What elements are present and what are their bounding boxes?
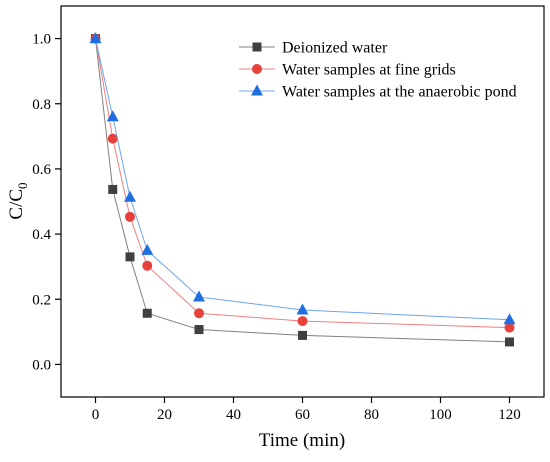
y-axis-title-main: C/C bbox=[6, 189, 27, 220]
y-tick-label: 1.0 bbox=[32, 32, 51, 48]
legend-item: Water samples at fine grids bbox=[239, 62, 456, 79]
series-1 bbox=[91, 34, 514, 347]
data-point bbox=[296, 303, 309, 315]
x-tick-label: 80 bbox=[364, 407, 379, 423]
legend-marker bbox=[252, 42, 262, 52]
y-tick-label: 0.2 bbox=[32, 292, 51, 308]
data-point bbox=[124, 190, 136, 202]
x-axis-title: Time (min) bbox=[259, 430, 345, 451]
data-point bbox=[107, 133, 118, 144]
data-point bbox=[142, 260, 153, 271]
y-tick-label: 0.4 bbox=[32, 227, 51, 243]
legend-marker bbox=[252, 64, 262, 74]
data-point bbox=[89, 32, 102, 44]
legend-item: Water samples at the anaerobic pond bbox=[239, 84, 517, 101]
y-tick-label: 0.8 bbox=[32, 97, 51, 113]
data-point bbox=[106, 110, 119, 122]
data-point bbox=[504, 322, 515, 333]
legend-item: Deionized water bbox=[239, 40, 388, 57]
legend-label: Water samples at the anaerobic pond bbox=[282, 84, 517, 101]
data-point bbox=[125, 211, 135, 222]
series-3 bbox=[89, 32, 516, 325]
data-point bbox=[142, 308, 152, 318]
series-2 bbox=[90, 33, 515, 333]
x-tick-label: 40 bbox=[226, 407, 241, 423]
data-point bbox=[108, 184, 118, 194]
series-layer bbox=[89, 32, 516, 347]
x-tick-label: 60 bbox=[295, 407, 310, 423]
y-tick-label: 0.6 bbox=[32, 162, 51, 178]
data-point bbox=[125, 252, 135, 262]
x-tick-label: 20 bbox=[157, 407, 172, 423]
data-point bbox=[503, 313, 516, 325]
y-axis-title-subscript: 0 bbox=[15, 182, 30, 189]
axis-ticks: 0 20 40 60 80 100 120 0.0 0.2 0.4 0.6 0.8 1.0 bbox=[32, 32, 521, 423]
series-line bbox=[95, 38, 510, 321]
data-point bbox=[505, 337, 514, 347]
data-point bbox=[194, 308, 204, 319]
data-point bbox=[141, 243, 154, 255]
data-point bbox=[297, 316, 308, 327]
y-axis-title: C/C0 bbox=[6, 182, 30, 219]
data-point bbox=[194, 325, 204, 335]
x-tick-label: 0 bbox=[92, 407, 100, 423]
y-tick-label: 0.0 bbox=[32, 357, 51, 373]
series-line bbox=[95, 38, 510, 329]
legend-label: Water samples at fine grids bbox=[282, 62, 456, 79]
legend-marker bbox=[251, 84, 263, 96]
data-point bbox=[298, 330, 307, 340]
data-point bbox=[193, 290, 205, 302]
x-tick-label: 100 bbox=[429, 407, 452, 423]
legend: Deionized water Water samples at fine gri… bbox=[239, 40, 517, 101]
legend-label: Deionized water bbox=[282, 40, 388, 57]
x-tick-label: 120 bbox=[498, 407, 521, 423]
